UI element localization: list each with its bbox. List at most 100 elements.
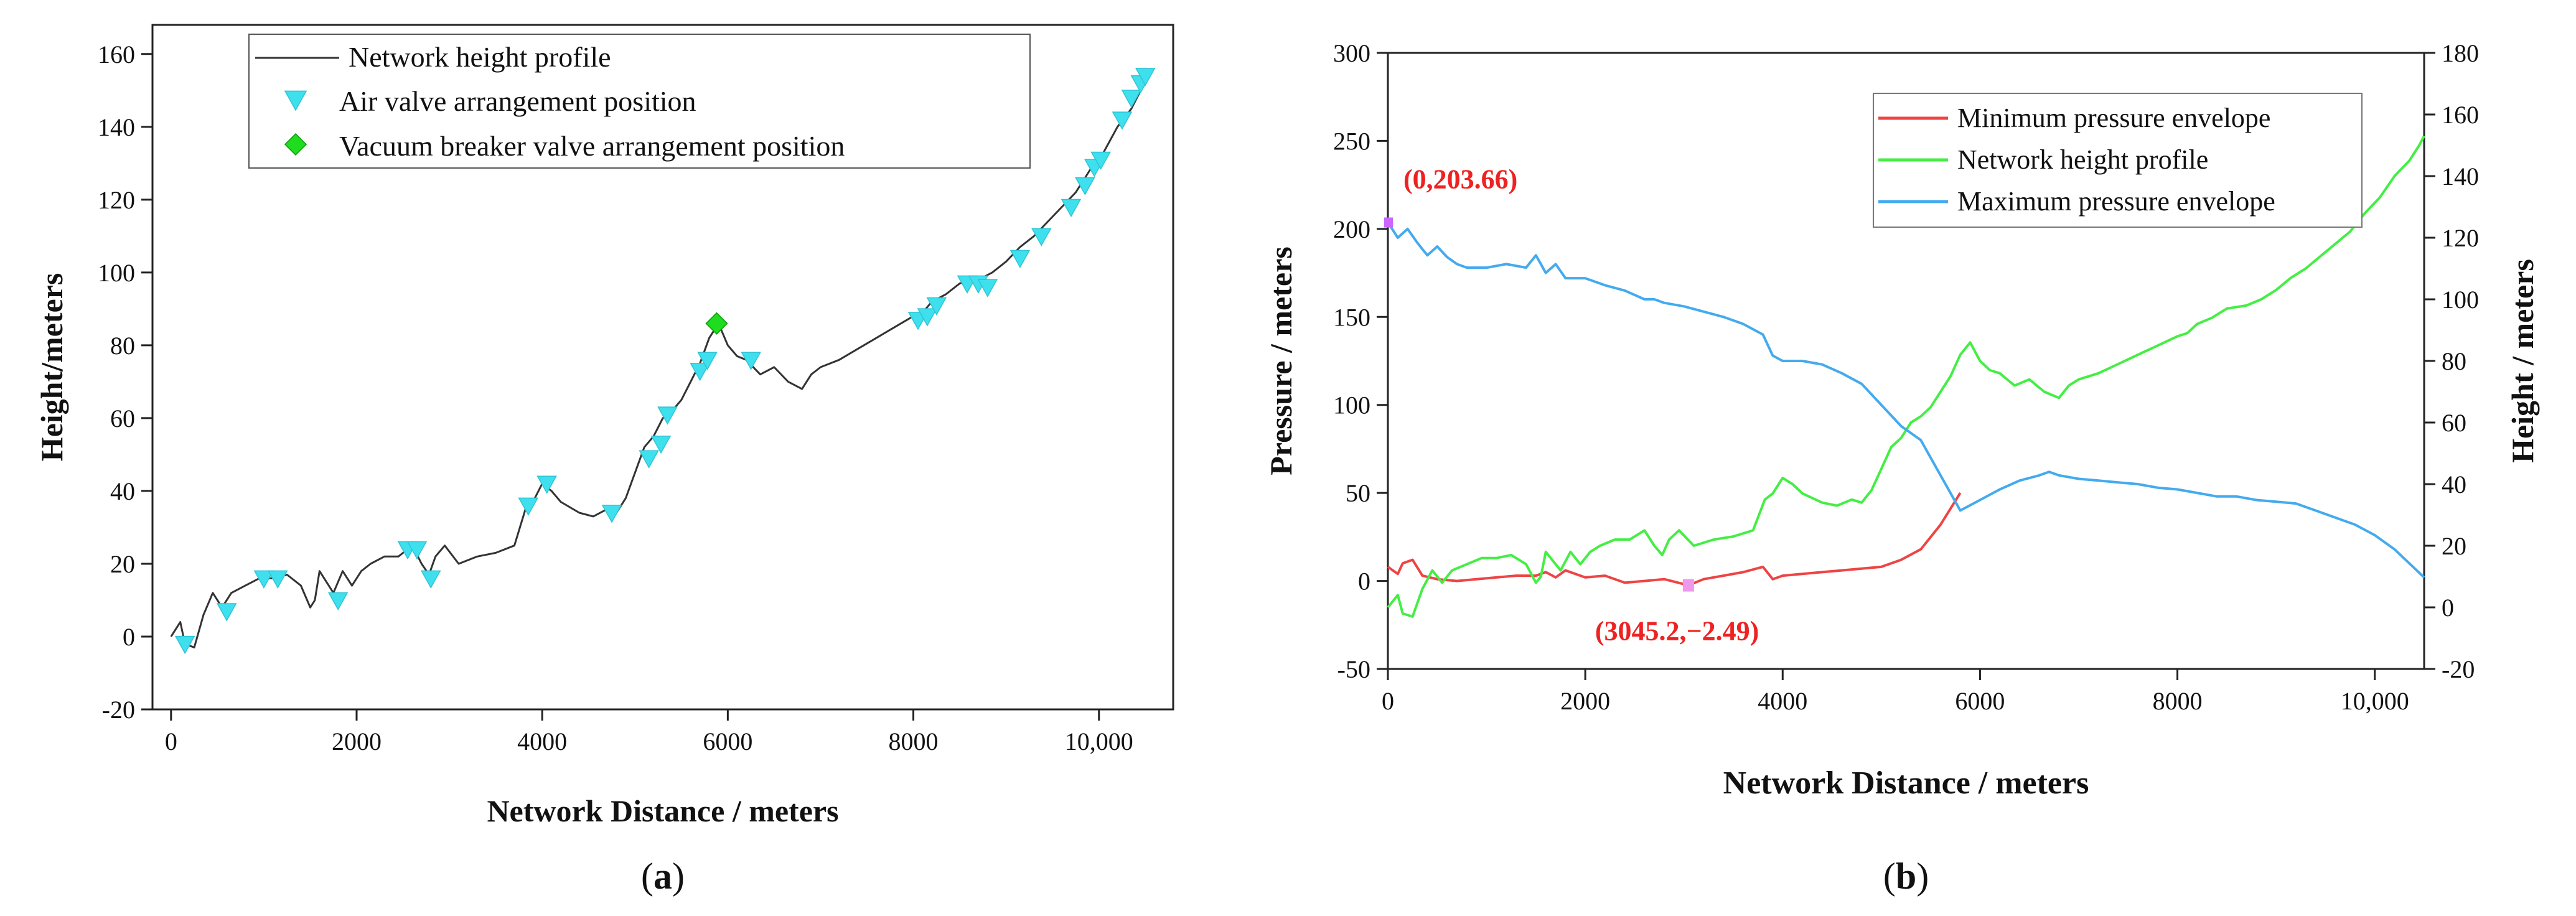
chart-a-point-air-valve	[639, 450, 659, 469]
chart-a-point-air-valve	[1112, 111, 1133, 130]
chart-b-legend-box	[1873, 93, 2363, 228]
chart-a-x-axis-title: Network Distance / meters	[487, 793, 838, 828]
chart-a-point-air-valve	[536, 475, 557, 494]
chart-b-caption-part: b	[1896, 856, 1916, 897]
chart-a-point-air-valve	[420, 570, 441, 589]
chart-b-ytick-left-label: 300	[1333, 39, 1370, 67]
chart-a-ytick-label: 100	[98, 259, 135, 287]
chart-a-xtick-label: 8000	[889, 727, 939, 755]
chart-a-point-air-valve	[1121, 90, 1142, 108]
chart-a-point-air-valve	[917, 308, 938, 327]
chart-b-legend-label: Network height profile	[1957, 144, 2208, 175]
chart-b-caption-part: )	[1916, 856, 1929, 897]
chart-b: -50 0 50 100 150 200 250 300 -20 0 20 40 60 80 100 120 1…	[1263, 39, 2540, 897]
chart-b-ytick-right-label: 180	[2442, 39, 2479, 67]
chart-a-legend-label: Network height profile	[349, 41, 611, 73]
chart-a-point-air-valve	[1031, 228, 1052, 246]
chart-b-xtick-label: 0	[1382, 687, 1394, 715]
chart-a-point-air-valve	[741, 352, 761, 370]
chart-b-ytick-left-label: 100	[1333, 391, 1370, 419]
chart-b-series-min-pressure	[1387, 492, 1962, 587]
chart-a-ytick-label: 0	[123, 623, 135, 651]
chart-a-point-air-valve	[174, 635, 195, 655]
chart-a-point-air-valve	[697, 352, 718, 370]
chart-a-point-vacuum-breaker	[705, 312, 728, 335]
chart-a-point-air-valve	[1009, 250, 1031, 269]
chart-a-xtick-label: 10,000	[1065, 727, 1133, 755]
chart-b-ytick-right-label: 20	[2442, 532, 2466, 560]
chart-a-caption-part: a	[653, 856, 672, 897]
chart-a-point-air-valve	[657, 406, 678, 425]
chart-b-ytick-right-label: 60	[2442, 409, 2466, 437]
chart-a-point-air-valve	[1061, 199, 1082, 218]
chart-b-xtick-label: 2000	[1560, 687, 1610, 715]
chart-a-series-height-profile	[170, 79, 1146, 648]
chart-b-ytick-right-label: 40	[2442, 470, 2466, 498]
chart-a-caption-part: )	[672, 856, 685, 897]
chart-a-xtick-label: 6000	[703, 727, 752, 755]
chart-b-ytick-right-label: 0	[2442, 594, 2454, 622]
chart-a-point-air-valve	[1075, 177, 1095, 195]
chart-a-y-axis-title: Height/meters	[34, 273, 69, 462]
chart-b-xtick-label: 8000	[2153, 687, 2203, 715]
chart-a-ytick-label: 20	[110, 550, 135, 578]
chart-b-ytick-right-label: -20	[2442, 655, 2475, 683]
chart-b-annotation-min: (3045.2,−2.49)	[1595, 616, 1759, 647]
chart-a-legend-swatch-triangle	[284, 90, 307, 111]
chart-b-annotation-marker-max	[1384, 217, 1393, 228]
chart-a-point-air-valve	[977, 279, 998, 297]
chart-a-point-air-valve	[406, 541, 428, 560]
chart-a-legend-swatch-diamond	[284, 133, 307, 156]
chart-a-ytick-label: 80	[110, 332, 135, 360]
chart-a-point-air-valve	[267, 570, 288, 589]
chart-b-series-height-profile	[1387, 135, 2425, 618]
chart-a-ytick-label: 160	[98, 40, 135, 68]
chart-b-series-max-pressure	[1387, 222, 2425, 579]
chart-b-ytick-right-label: 80	[2442, 347, 2466, 375]
chart-b-y-axis-title-left: Pressure / meters	[1263, 246, 1298, 475]
chart-b-legend: Minimum pressure envelope Network height …	[1873, 93, 2363, 228]
chart-a-point-air-valve	[518, 497, 539, 516]
chart-a-point-air-valve	[1135, 68, 1156, 86]
chart-a-xtick-label: 0	[165, 727, 177, 755]
chart-b-xtick-label: 6000	[1955, 687, 2005, 715]
chart-a-caption-part: (	[641, 856, 653, 897]
chart-a-xtick-label: 2000	[332, 727, 382, 755]
chart-a-point-air-valve	[926, 297, 947, 316]
chart-a-point-air-valve	[216, 603, 237, 622]
chart-b-ytick-left-label: 250	[1333, 127, 1370, 155]
chart-b-ytick-left-label: 200	[1333, 215, 1370, 243]
chart-a-ytick-label: -20	[102, 696, 135, 724]
chart-a-ytick-label: 120	[98, 186, 135, 214]
chart-a-point-air-valve	[253, 570, 274, 589]
chart-a-point-air-valve	[1090, 151, 1111, 171]
chart-b-ytick-left-label: -50	[1337, 655, 1370, 683]
chart-a-ytick-label: 40	[110, 477, 135, 505]
chart-a-point-air-valve	[650, 436, 672, 454]
chart-b-ytick-left-label: 0	[1358, 568, 1370, 596]
chart-b-ytick-right-label: 140	[2442, 162, 2479, 190]
chart-b-annotation-marker-min	[1682, 579, 1694, 592]
chart-a-point-air-valve	[601, 505, 622, 523]
chart-b-legend-label: Minimum pressure envelope	[1957, 103, 2270, 133]
chart-b-annotation-max: (0,203.66)	[1403, 164, 1517, 195]
chart-b-ytick-left-label: 50	[1346, 479, 1370, 507]
chart-b-ytick-left-label: 150	[1333, 303, 1370, 331]
chart-b-ytick-right-label: 100	[2442, 286, 2479, 314]
chart-b-xtick-label: 4000	[1758, 687, 1807, 715]
chart-b-caption: (b)	[1883, 856, 1929, 897]
chart-b-ytick-right-label: 120	[2442, 224, 2479, 252]
chart-a-legend: Network height profile Air valve arrangem…	[248, 34, 1031, 169]
chart-a-legend-label: Air valve arrangement position	[339, 85, 696, 117]
chart-b-y-axis-title-right: Height / meters	[2505, 259, 2540, 463]
chart-a: -20 0 20 40 60 80 100 120 140 160 0 2000 4000 6000 800…	[34, 24, 1174, 897]
chart-b-ytick-right-label: 160	[2442, 101, 2479, 129]
chart-b-caption-part: (	[1883, 856, 1896, 897]
chart-a-ytick-label: 60	[110, 404, 135, 432]
chart-a-caption: (a)	[641, 856, 685, 897]
chart-a-point-air-valve	[327, 592, 349, 611]
chart-a-frame	[151, 24, 1174, 711]
chart-a-legend-box	[248, 34, 1031, 169]
chart-a-legend-label: Vacuum breaker valve arrangement positio…	[339, 130, 845, 162]
chart-b-legend-label: Maximum pressure envelope	[1957, 186, 2275, 217]
